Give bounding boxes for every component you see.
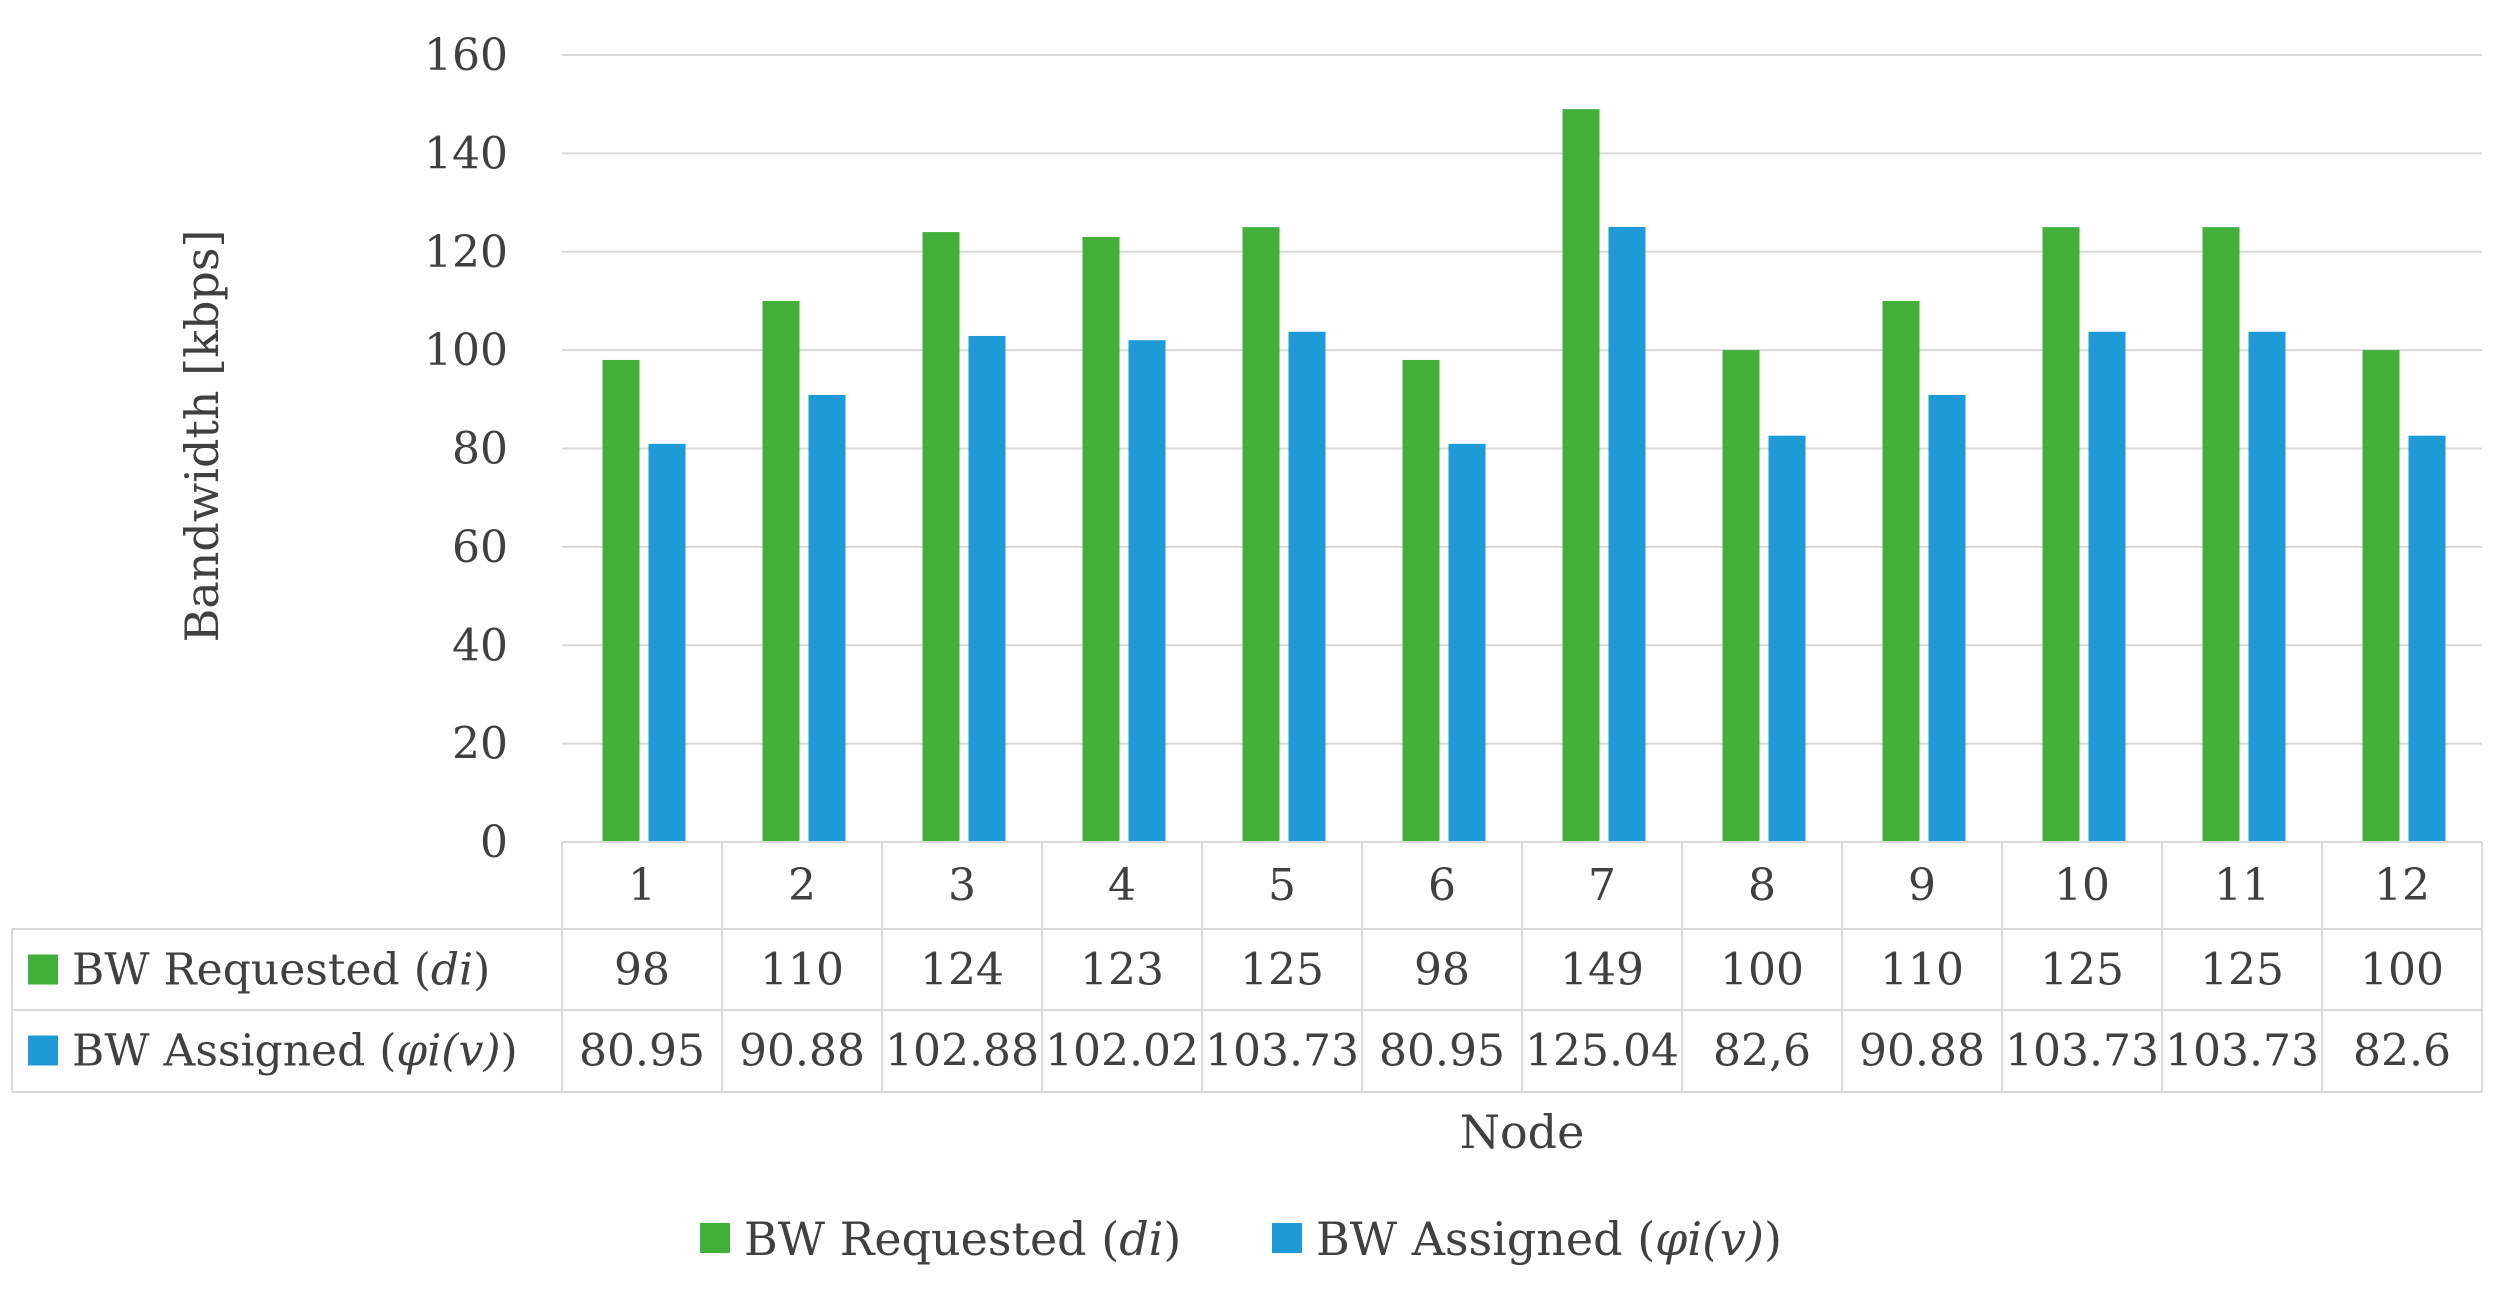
gridlines <box>562 54 2482 745</box>
x-tick-label: 3 <box>948 860 976 911</box>
table-cell: 102.88 <box>885 1026 1039 1077</box>
table-cell: 125 <box>1240 945 1324 996</box>
bar-requested-node-2 <box>762 300 800 842</box>
x-tick-label: 6 <box>1428 860 1456 911</box>
y-tick-label: 20 <box>452 719 508 770</box>
legend-swatch <box>700 1223 730 1253</box>
table-cell: 90.88 <box>1859 1026 1985 1077</box>
y-tick-label: 100 <box>424 325 508 376</box>
table-legend-swatch <box>28 1035 58 1066</box>
legend-label: BW Requested (di) <box>744 1212 1181 1266</box>
bar-requested-node-10 <box>2042 227 2080 842</box>
table-cell: 103.73 <box>1205 1026 1359 1077</box>
bar-requested-node-11 <box>2202 227 2240 842</box>
bar-assigned-node-8 <box>1768 435 1806 842</box>
y-tick-label: 120 <box>424 227 508 278</box>
bar-assigned-node-1 <box>648 443 686 842</box>
bar-assigned-node-11 <box>2248 331 2286 842</box>
x-tick-label: 1 <box>628 860 656 911</box>
legend-label: BW Assigned (φi(v)) <box>1316 1212 1782 1266</box>
table-cell: 103.73 <box>2165 1026 2319 1077</box>
bar-assigned-node-12 <box>2408 435 2446 842</box>
table-cell: 110 <box>1880 945 1964 996</box>
bar-requested-node-8 <box>1722 350 1760 842</box>
table-legend-swatch <box>28 954 58 985</box>
x-tick-label: 10 <box>2054 860 2110 911</box>
table-cell: 125 <box>2040 945 2124 996</box>
bar-assigned-node-2 <box>808 394 846 842</box>
bar-assigned-node-5 <box>1288 331 1326 842</box>
bars <box>602 109 2446 843</box>
x-tick-label: 4 <box>1108 860 1136 911</box>
x-tick-label: 9 <box>1908 860 1936 911</box>
bar-requested-node-5 <box>1242 227 1280 842</box>
legend: BW Requested (di) BW Assigned (φi(v)) <box>700 1212 1782 1266</box>
table-row-label: BW Assigned (φi(v)) <box>72 1026 518 1077</box>
y-axis-ticks: 0 20 40 60 80 100 120 140 160 <box>424 30 508 868</box>
legend-swatch <box>1272 1223 1302 1253</box>
table-cell: 124 <box>920 945 1004 996</box>
table-cell: 110 <box>760 945 844 996</box>
y-tick-label: 160 <box>424 30 508 81</box>
table-cell: 149 <box>1560 945 1644 996</box>
bar-requested-node-9 <box>1882 300 1920 842</box>
bar-requested-node-7 <box>1562 109 1600 842</box>
bar-requested-node-4 <box>1082 236 1120 842</box>
y-tick-label: 80 <box>452 424 508 475</box>
x-tick-label: 7 <box>1588 860 1616 911</box>
bar-assigned-node-4 <box>1128 340 1166 842</box>
x-tick-label: 8 <box>1748 860 1776 911</box>
bar-assigned-node-3 <box>968 335 1006 842</box>
x-tick-label: 2 <box>788 860 816 911</box>
y-tick-label: 60 <box>452 522 508 573</box>
table-row-label: BW Requested (di) <box>72 945 490 996</box>
table-cell: 100 <box>2360 945 2444 996</box>
bar-requested-node-12 <box>2362 350 2400 842</box>
x-tick-label: 5 <box>1268 860 1296 911</box>
table-cell: 82,6 <box>1713 1026 1811 1077</box>
table-cell: 98 <box>1414 945 1470 996</box>
y-tick-label: 40 <box>452 620 508 671</box>
y-tick-label: 140 <box>424 128 508 179</box>
x-tick-label: 12 <box>2374 860 2430 911</box>
table-cell: 80.95 <box>1379 1026 1505 1077</box>
table-cell: 102.02 <box>1045 1026 1199 1077</box>
y-tick-label: 0 <box>480 817 508 868</box>
table-cell: 125.04 <box>1525 1026 1679 1077</box>
bar-requested-node-6 <box>1402 359 1440 842</box>
table-cell: 90.88 <box>739 1026 865 1077</box>
bar-requested-node-1 <box>602 359 640 842</box>
y-axis-title: Bandwidth [kbps] <box>175 230 229 643</box>
bar-assigned-node-10 <box>2088 331 2126 842</box>
table-cell: 103.73 <box>2005 1026 2159 1077</box>
bar-requested-node-3 <box>922 232 960 842</box>
x-axis-title: Node <box>1460 1105 1585 1159</box>
table-cell: 100 <box>1720 945 1804 996</box>
table-cell: 98 <box>614 945 670 996</box>
table-cell: 125 <box>2200 945 2284 996</box>
bar-assigned-node-7 <box>1608 226 1646 843</box>
table-cell: 123 <box>1080 945 1164 996</box>
bar-assigned-node-6 <box>1448 443 1486 842</box>
bar-assigned-node-9 <box>1928 394 1966 842</box>
table-cell: 82.6 <box>2353 1026 2451 1077</box>
x-tick-label: 11 <box>2214 860 2270 911</box>
table-cell: 80.95 <box>579 1026 705 1077</box>
